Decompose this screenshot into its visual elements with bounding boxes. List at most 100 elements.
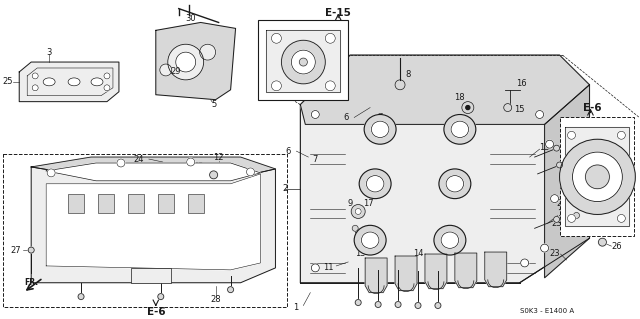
Ellipse shape	[354, 225, 386, 255]
Circle shape	[559, 139, 636, 214]
Ellipse shape	[371, 121, 389, 137]
Text: E-6: E-6	[147, 308, 165, 317]
Text: 9: 9	[348, 199, 353, 208]
Circle shape	[160, 64, 172, 76]
Text: 3: 3	[47, 48, 52, 57]
Circle shape	[271, 33, 282, 43]
Text: 10: 10	[557, 209, 568, 218]
Bar	[131, 268, 171, 283]
Polygon shape	[545, 85, 589, 278]
Ellipse shape	[444, 115, 476, 144]
Text: 27: 27	[10, 246, 20, 255]
Circle shape	[78, 293, 84, 300]
Text: 1: 1	[292, 303, 298, 312]
Circle shape	[325, 81, 335, 91]
Text: 11: 11	[323, 263, 333, 272]
Ellipse shape	[68, 78, 80, 86]
Circle shape	[375, 301, 381, 308]
Circle shape	[311, 264, 319, 272]
Circle shape	[355, 300, 361, 306]
Polygon shape	[19, 62, 119, 102]
Text: E-15: E-15	[325, 8, 351, 18]
Polygon shape	[395, 256, 417, 291]
Text: 24: 24	[170, 169, 181, 178]
Circle shape	[300, 58, 307, 66]
Circle shape	[395, 301, 401, 308]
Circle shape	[573, 212, 579, 219]
Circle shape	[210, 171, 218, 179]
Circle shape	[586, 165, 609, 189]
Text: 23: 23	[549, 249, 560, 257]
Circle shape	[435, 302, 441, 308]
Bar	[98, 194, 114, 213]
Bar	[559, 117, 634, 236]
Ellipse shape	[362, 232, 379, 249]
Circle shape	[541, 244, 548, 252]
Polygon shape	[300, 55, 589, 283]
Polygon shape	[266, 30, 340, 92]
Circle shape	[351, 204, 365, 219]
Text: 29: 29	[170, 67, 181, 77]
Circle shape	[504, 104, 512, 112]
Ellipse shape	[439, 169, 471, 199]
Circle shape	[311, 111, 319, 118]
Circle shape	[618, 214, 625, 222]
Bar	[3, 154, 287, 308]
Polygon shape	[455, 253, 477, 288]
Text: 5: 5	[211, 100, 216, 109]
Text: 28: 28	[211, 295, 221, 304]
Circle shape	[246, 168, 255, 176]
Polygon shape	[156, 22, 236, 100]
Circle shape	[325, 33, 335, 43]
Text: 8: 8	[405, 70, 411, 79]
Text: S0K3 - E1400 A: S0K3 - E1400 A	[520, 308, 575, 315]
Circle shape	[618, 131, 625, 139]
Bar	[259, 20, 348, 100]
Text: 7: 7	[312, 154, 318, 164]
Text: 23: 23	[551, 219, 562, 228]
Circle shape	[554, 216, 559, 222]
Text: 14: 14	[413, 249, 423, 257]
Polygon shape	[31, 157, 275, 177]
Polygon shape	[46, 163, 260, 181]
Text: E-6: E-6	[583, 103, 602, 113]
Circle shape	[521, 259, 529, 267]
Text: 13: 13	[355, 249, 365, 257]
Ellipse shape	[446, 176, 463, 192]
Bar	[128, 194, 144, 213]
Text: 20: 20	[584, 226, 595, 235]
Text: 21: 21	[556, 199, 567, 208]
Text: 7: 7	[378, 113, 383, 122]
Text: 30: 30	[186, 14, 196, 23]
Circle shape	[291, 50, 316, 74]
Circle shape	[32, 73, 38, 79]
Circle shape	[104, 85, 110, 91]
Ellipse shape	[434, 225, 466, 255]
Circle shape	[395, 80, 405, 90]
Text: 12: 12	[213, 152, 224, 161]
Text: 6: 6	[344, 113, 349, 122]
Polygon shape	[300, 55, 589, 124]
Circle shape	[466, 106, 470, 109]
Circle shape	[550, 195, 559, 203]
Circle shape	[104, 73, 110, 79]
Circle shape	[545, 140, 554, 148]
Ellipse shape	[366, 176, 384, 192]
Circle shape	[117, 159, 125, 167]
Text: 25: 25	[2, 77, 13, 86]
Polygon shape	[31, 167, 275, 283]
Circle shape	[355, 209, 361, 214]
Circle shape	[573, 152, 622, 202]
Text: 15: 15	[515, 105, 525, 114]
Text: 2: 2	[283, 184, 288, 193]
Text: 17: 17	[363, 199, 374, 208]
Bar	[68, 194, 84, 213]
Circle shape	[536, 111, 543, 118]
Circle shape	[200, 44, 216, 60]
Polygon shape	[564, 127, 629, 226]
Ellipse shape	[359, 169, 391, 199]
Polygon shape	[484, 252, 507, 287]
Polygon shape	[425, 254, 447, 289]
Text: FR.: FR.	[24, 278, 38, 287]
Ellipse shape	[451, 121, 468, 137]
